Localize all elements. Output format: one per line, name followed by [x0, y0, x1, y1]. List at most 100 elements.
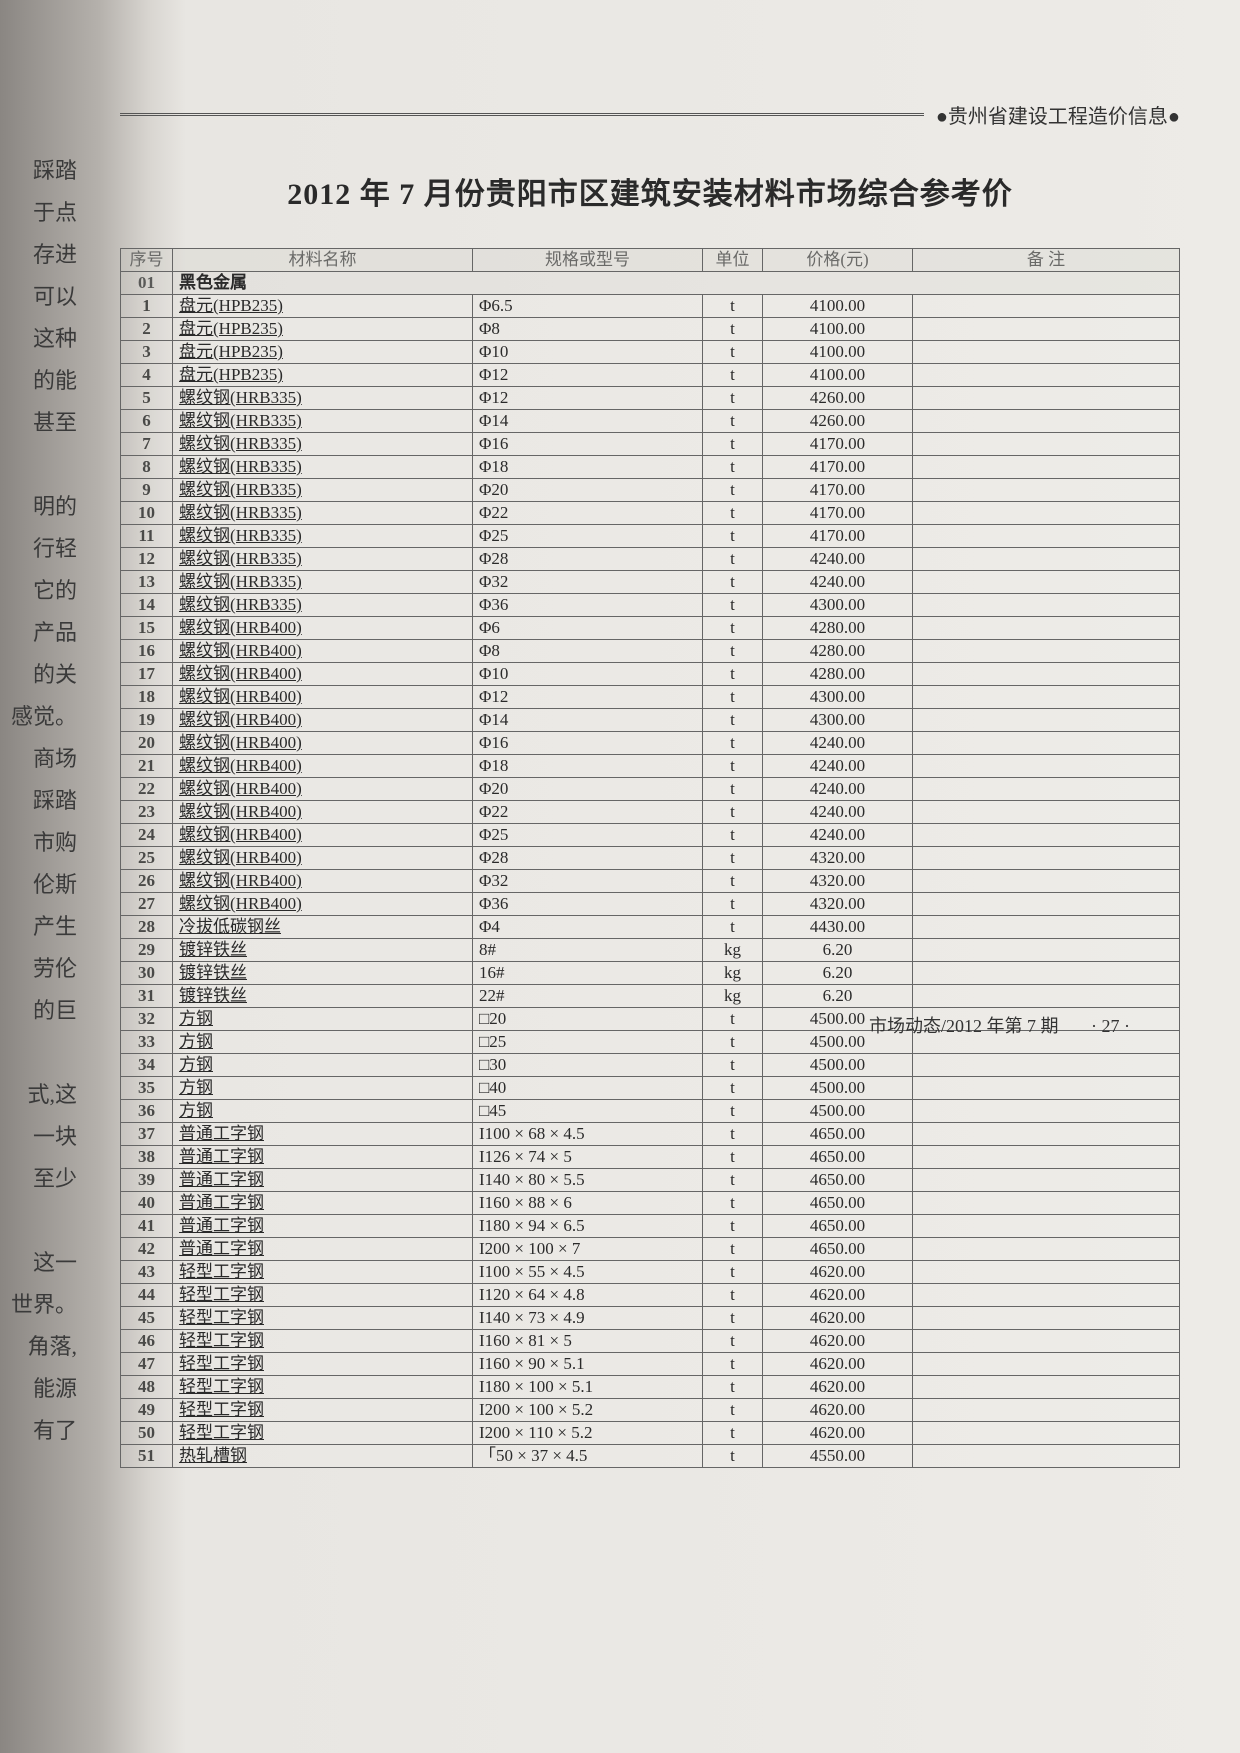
- left-fragment-line: 市购: [0, 822, 77, 864]
- table-row: 1盘元(HPB235)Φ6.5t4100.00: [121, 295, 1180, 318]
- col-header-note: 备 注: [913, 249, 1180, 272]
- cell-name: 螺纹钢(HRB400): [173, 663, 473, 686]
- cell-unit: t: [703, 433, 763, 456]
- cell-name: 螺纹钢(HRB335): [173, 433, 473, 456]
- cell-name: 螺纹钢(HRB400): [173, 732, 473, 755]
- left-fragment-line: 踩踏: [0, 780, 77, 822]
- cell-spec: I180 × 94 × 6.5: [473, 1215, 703, 1238]
- table-header-row: 序号 材料名称 规格或型号 单位 价格(元) 备 注: [121, 249, 1180, 272]
- cell-name: 轻型工字钢: [173, 1399, 473, 1422]
- cell-no: 5: [121, 387, 173, 410]
- cell-note: [913, 525, 1180, 548]
- cell-price: 4620.00: [763, 1261, 913, 1284]
- table-row: 17螺纹钢(HRB400)Φ10t4280.00: [121, 663, 1180, 686]
- left-fragment-line: 能源: [0, 1368, 77, 1410]
- cell-spec: Φ8: [473, 318, 703, 341]
- cell-unit: t: [703, 1169, 763, 1192]
- cell-note: [913, 939, 1180, 962]
- price-table: 序号 材料名称 规格或型号 单位 价格(元) 备 注 01 黑色金属 1盘元(H…: [120, 248, 1180, 1468]
- cell-no: 4: [121, 364, 173, 387]
- left-fragment-line: 存进: [0, 234, 77, 276]
- table-row: 15螺纹钢(HRB400)Φ6t4280.00: [121, 617, 1180, 640]
- cell-name: 螺纹钢(HRB335): [173, 479, 473, 502]
- cell-spec: □45: [473, 1100, 703, 1123]
- left-fragment-line: 明的: [0, 486, 77, 528]
- cell-name: 镀锌铁丝: [173, 962, 473, 985]
- cell-spec: Φ18: [473, 755, 703, 778]
- cell-no: 11: [121, 525, 173, 548]
- cell-name: 方钢: [173, 1008, 473, 1031]
- cell-price: 4620.00: [763, 1399, 913, 1422]
- cell-note: [913, 318, 1180, 341]
- cell-spec: □25: [473, 1031, 703, 1054]
- cell-unit: t: [703, 617, 763, 640]
- cell-name: 轻型工字钢: [173, 1307, 473, 1330]
- cell-spec: I100 × 68 × 4.5: [473, 1123, 703, 1146]
- cell-no: 10: [121, 502, 173, 525]
- cell-price: 4650.00: [763, 1238, 913, 1261]
- cell-note: [913, 456, 1180, 479]
- cell-name: 轻型工字钢: [173, 1376, 473, 1399]
- cell-price: 4300.00: [763, 709, 913, 732]
- cell-note: [913, 962, 1180, 985]
- cell-unit: t: [703, 1399, 763, 1422]
- table-row: 29镀锌铁丝8#kg6.20: [121, 939, 1180, 962]
- cell-no: 16: [121, 640, 173, 663]
- cell-note: [913, 847, 1180, 870]
- table-row: 14螺纹钢(HRB335)Φ36t4300.00: [121, 594, 1180, 617]
- cell-no: 38: [121, 1146, 173, 1169]
- cell-note: [913, 1238, 1180, 1261]
- table-row: 22螺纹钢(HRB400)Φ20t4240.00: [121, 778, 1180, 801]
- cell-spec: Φ25: [473, 525, 703, 548]
- header-publication: ●贵州省建设工程造价信息●: [924, 100, 1180, 129]
- cell-unit: t: [703, 870, 763, 893]
- cell-no: 46: [121, 1330, 173, 1353]
- cell-no: 35: [121, 1077, 173, 1100]
- cell-spec: Φ32: [473, 571, 703, 594]
- cell-spec: Φ36: [473, 594, 703, 617]
- cell-unit: kg: [703, 939, 763, 962]
- cell-no: 3: [121, 341, 173, 364]
- cell-unit: t: [703, 1054, 763, 1077]
- cell-unit: t: [703, 824, 763, 847]
- cell-spec: Φ6: [473, 617, 703, 640]
- cell-unit: t: [703, 893, 763, 916]
- table-row: 27螺纹钢(HRB400)Φ36t4320.00: [121, 893, 1180, 916]
- cell-no: 21: [121, 755, 173, 778]
- left-fragment-line: 式,这: [0, 1074, 77, 1116]
- cell-price: 4240.00: [763, 801, 913, 824]
- cell-unit: t: [703, 318, 763, 341]
- cell-note: [913, 1307, 1180, 1330]
- table-row: 51热轧槽钢「50 × 37 × 4.5t4550.00: [121, 1445, 1180, 1468]
- cell-name: 螺纹钢(HRB400): [173, 709, 473, 732]
- cell-name: 方钢: [173, 1077, 473, 1100]
- left-fragment-line: 这种: [0, 318, 77, 360]
- cell-no: 25: [121, 847, 173, 870]
- left-fragment-line: 世界。: [0, 1284, 77, 1326]
- table-row: 36方钢□45t4500.00: [121, 1100, 1180, 1123]
- table-row: 18螺纹钢(HRB400)Φ12t4300.00: [121, 686, 1180, 709]
- left-fragment-line: 可以: [0, 276, 77, 318]
- table-row: 39普通工字钢I140 × 80 × 5.5t4650.00: [121, 1169, 1180, 1192]
- cell-spec: I140 × 73 × 4.9: [473, 1307, 703, 1330]
- cell-price: 4280.00: [763, 640, 913, 663]
- table-row: 31镀锌铁丝22#kg6.20: [121, 985, 1180, 1008]
- cell-no: 22: [121, 778, 173, 801]
- table-row: 20螺纹钢(HRB400)Φ16t4240.00: [121, 732, 1180, 755]
- cell-price: 4320.00: [763, 893, 913, 916]
- cell-price: 6.20: [763, 939, 913, 962]
- cell-spec: I160 × 81 × 5: [473, 1330, 703, 1353]
- table-row: 47轻型工字钢I160 × 90 × 5.1t4620.00: [121, 1353, 1180, 1376]
- cell-name: 普通工字钢: [173, 1215, 473, 1238]
- cell-name: 普通工字钢: [173, 1192, 473, 1215]
- cell-note: [913, 1261, 1180, 1284]
- cell-price: 4100.00: [763, 318, 913, 341]
- table-row: 7螺纹钢(HRB335)Φ16t4170.00: [121, 433, 1180, 456]
- cell-price: 4320.00: [763, 870, 913, 893]
- table-row: 23螺纹钢(HRB400)Φ22t4240.00: [121, 801, 1180, 824]
- cell-unit: t: [703, 1077, 763, 1100]
- table-row: 3盘元(HPB235)Φ10t4100.00: [121, 341, 1180, 364]
- cell-unit: t: [703, 479, 763, 502]
- table-row: 21螺纹钢(HRB400)Φ18t4240.00: [121, 755, 1180, 778]
- cell-unit: t: [703, 663, 763, 686]
